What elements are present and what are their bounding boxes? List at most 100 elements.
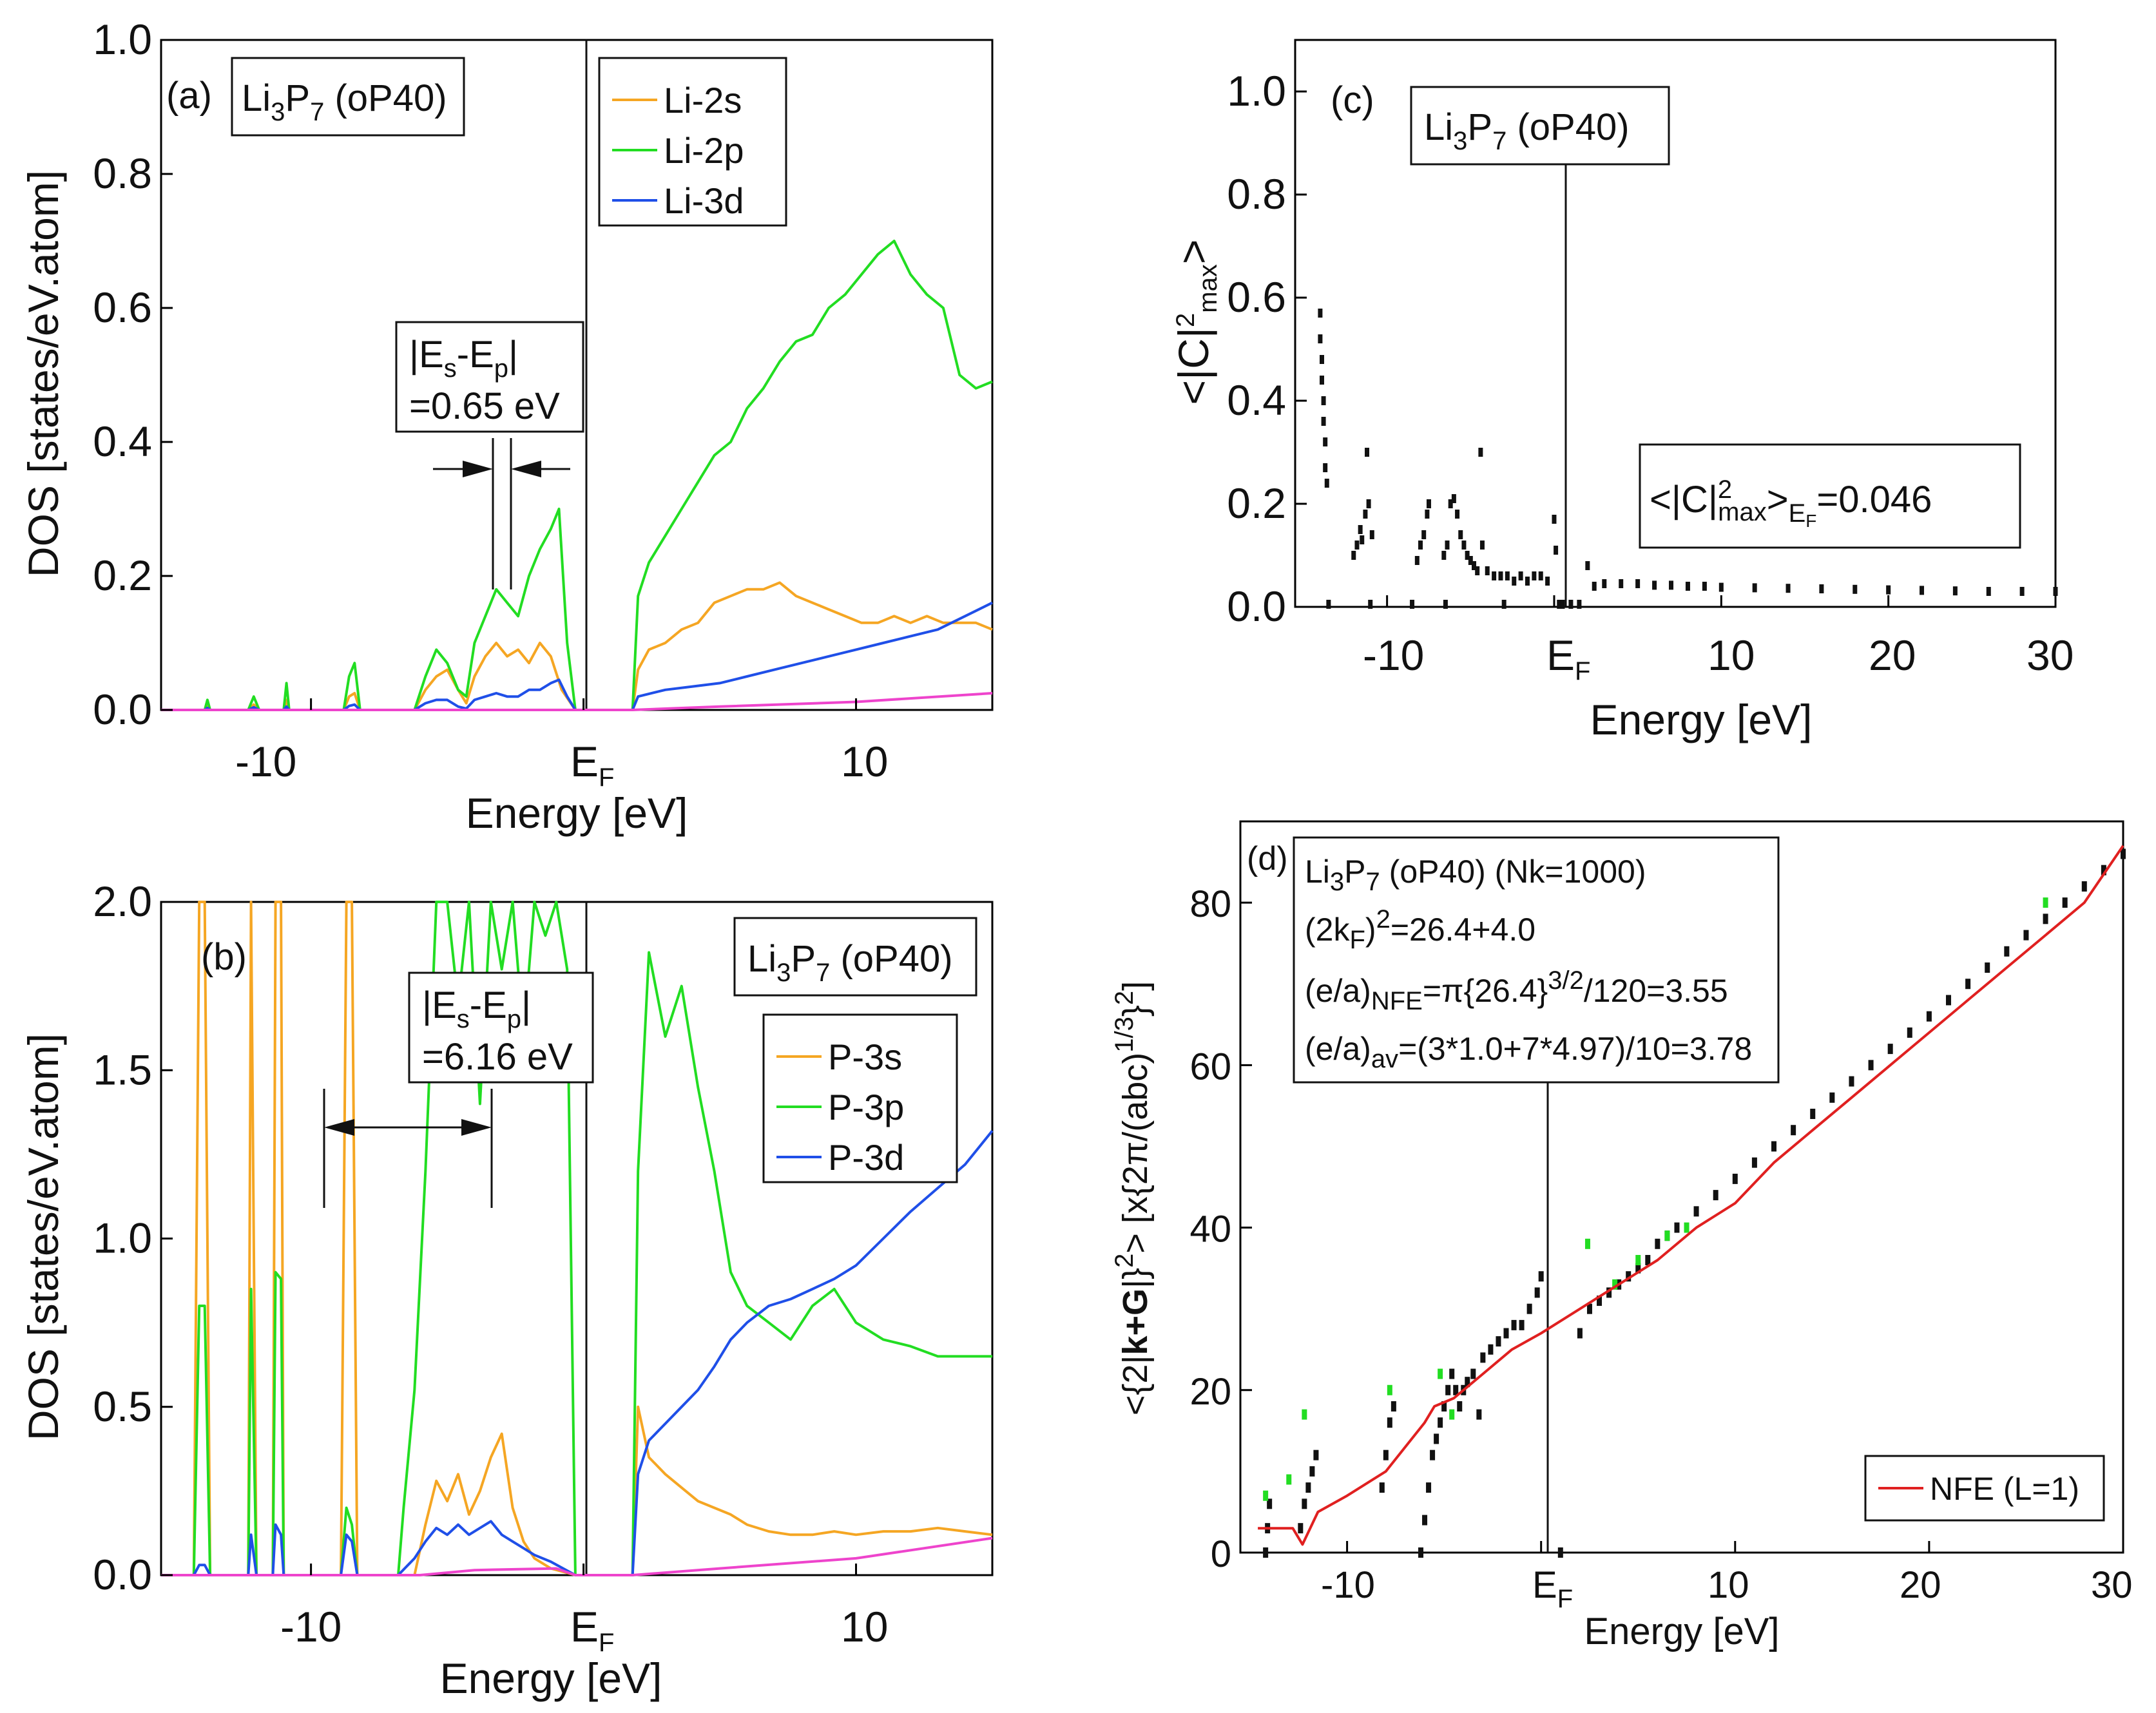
panel-c-x-ticks [1386, 595, 2057, 607]
panel-b-xtick-neg10: -10 [280, 1603, 342, 1651]
data-point [1363, 510, 1368, 519]
data-point [2004, 946, 2010, 957]
data-point [2043, 897, 2048, 908]
panel-c-label: (c) [1331, 79, 1374, 121]
panel-c-ytick-label: 0.4 [1227, 376, 1286, 424]
panel-b-ytick-label: 1.0 [93, 1214, 152, 1262]
data-point [1684, 1222, 1689, 1233]
data-point [2043, 914, 2048, 924]
data-point [1669, 580, 1674, 590]
panel-c-ytick-label: 0.6 [1227, 273, 1286, 321]
data-point [1465, 551, 1470, 560]
data-point [2019, 587, 2025, 596]
series-nfe-l-1- [1258, 845, 2124, 1546]
data-point [1391, 1401, 1396, 1412]
data-point [1319, 355, 1324, 364]
panel-b-ytick-label: 2.0 [93, 877, 152, 925]
panel-a-legend [598, 57, 787, 227]
data-point [2101, 865, 2106, 876]
data-point [1368, 600, 1373, 609]
panel-c-xlabel: Energy [eV] [1590, 696, 1813, 743]
panel-c-annotation-box [1639, 443, 2021, 549]
panel-a-gap-value: =0.65 eV [409, 385, 560, 427]
data-point [1511, 1319, 1517, 1330]
panel-c-annotation: <|C|2 max>EF=0.046 [1650, 475, 1932, 531]
panel-b-compound: Li3P7 (oP40) [747, 938, 953, 987]
data-point [1532, 571, 1537, 580]
data-point [1568, 600, 1574, 609]
data-point [1318, 309, 1323, 318]
data-point [1702, 582, 1707, 591]
data-point [1534, 1287, 1540, 1298]
data-point [1554, 546, 1559, 555]
panel-d-x-ticks [1346, 1541, 2124, 1553]
panel-d-info-box [1293, 836, 1780, 1084]
data-point [1318, 334, 1323, 343]
data-point [1451, 494, 1456, 503]
data-point [1713, 1190, 1718, 1201]
data-point [2062, 897, 2068, 908]
data-point [1286, 1474, 1292, 1485]
data-point [1771, 1141, 1777, 1152]
panel-a-ytick-label: 0.8 [93, 149, 152, 197]
data-point [1853, 584, 1858, 594]
data-point [1751, 1157, 1757, 1168]
data-point [1810, 1109, 1816, 1119]
panel-a-ytick-label: 0.6 [93, 283, 152, 331]
panel-d-xtick-10: 10 [1708, 1564, 1749, 1606]
data-point [1557, 1547, 1563, 1558]
panel-d-ylabel: <{2|k+G|}2> [x{2π/(abc)1/3}2] [1110, 981, 1155, 1415]
data-point [1619, 579, 1624, 588]
panel-b-xtick-ef: EF [570, 1603, 614, 1657]
data-point [1518, 571, 1523, 580]
panel-a-xtick-neg10: -10 [235, 738, 296, 785]
series-p-3p [161, 901, 992, 1576]
data-point [1470, 1368, 1476, 1379]
panel-b-ylabel: DOS [states/eV.atom] [19, 1033, 67, 1440]
data-point [1422, 1515, 1428, 1526]
panel-c-xtick-ef: EF [1546, 631, 1590, 685]
data-point [1952, 586, 1958, 596]
data-point [1313, 1450, 1319, 1460]
data-point [1383, 1450, 1389, 1460]
data-point [1965, 979, 1971, 990]
panel-d-ytick-label: 40 [1189, 1209, 1231, 1250]
data-point [1829, 1092, 1835, 1103]
data-point [1358, 525, 1363, 534]
data-point [1538, 571, 1543, 580]
panel-a-compound: Li3P7 (oP40) [242, 77, 447, 126]
data-point [1907, 1027, 1912, 1038]
data-point [1426, 499, 1431, 508]
panel-d-info-line1: Li3P7 (oP40) (Nk=1000) [1305, 854, 1646, 896]
data-point [1785, 584, 1791, 593]
data-point [1351, 551, 1356, 560]
panel-d-info-line3: (e/a)NFE=π{26.4}3/2/120=3.55 [1305, 966, 1728, 1015]
panel-c-xtick-neg10: -10 [1363, 631, 1424, 679]
panel-c-xtick-10: 10 [1708, 631, 1755, 679]
data-point [1791, 1125, 1796, 1136]
data-point [1505, 571, 1510, 580]
panel-a-x-ticks [310, 698, 858, 710]
data-point [1458, 530, 1463, 539]
panel-b-xlabel: Energy [eV] [440, 1654, 662, 1702]
data-point [1552, 515, 1557, 524]
data-point [1652, 580, 1657, 590]
panel-a-ytick-label: 1.0 [93, 15, 152, 63]
data-point [1305, 1482, 1311, 1493]
data-point [1324, 479, 1329, 488]
data-point [1946, 995, 1952, 1006]
data-point [1461, 541, 1467, 550]
panel-c-ytick-label: 0.0 [1227, 582, 1286, 630]
data-point [1445, 541, 1450, 550]
panel-a-ytick-label: 0.2 [93, 551, 152, 599]
panel-d-ytick-label: 60 [1189, 1046, 1231, 1087]
data-point [1387, 1384, 1392, 1395]
data-point [1886, 585, 1891, 595]
panel-b: 0.0 0.5 1.0 1.5 2.0 -10 EF 10 Energy [eV] DO… [19, 877, 994, 1702]
data-point [1577, 600, 1582, 609]
data-point [1920, 586, 1925, 595]
panel-d-xlabel: Energy [eV] [1584, 1611, 1779, 1652]
data-point [1365, 448, 1370, 457]
panel-d-ytick-label: 20 [1189, 1371, 1231, 1413]
